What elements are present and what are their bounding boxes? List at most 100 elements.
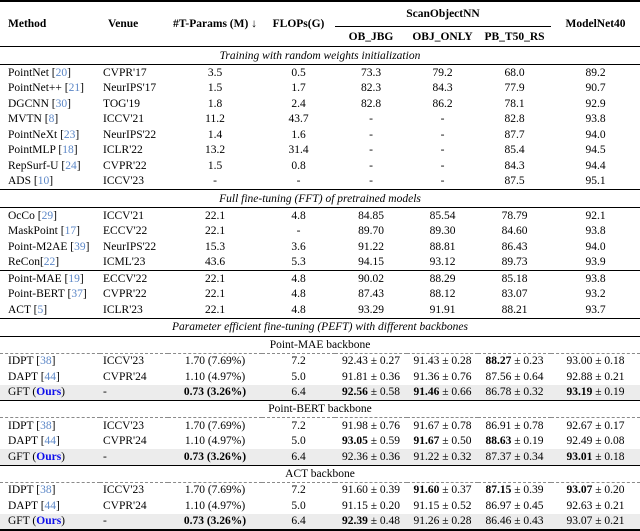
result-value: 91.67: [413, 435, 440, 448]
table-body: Training with random weights initializat…: [0, 46, 640, 530]
cell-result: 90.7: [585, 82, 606, 95]
citation-link[interactable]: 19: [68, 272, 80, 285]
cell-flops: 0.8: [291, 159, 306, 172]
citation-link[interactable]: 18: [62, 144, 74, 157]
cell-result: 86.97 ± 0.45: [485, 499, 544, 512]
cell-method: PointMLP [18]: [8, 144, 78, 157]
cell-result: 93.29: [358, 303, 384, 316]
cell-venue: ICLR'22: [103, 144, 143, 157]
cell-flops: 1.7: [291, 82, 306, 95]
citation-link[interactable]: 10: [37, 175, 50, 188]
table-row: GFT (Ours) - 0.73 (3.26%) 6.4 92.36 ± 0.36 91…: [0, 449, 640, 465]
cell-result: 89.70: [358, 225, 384, 238]
cell-flops: 5.3: [291, 256, 306, 269]
citation-link[interactable]: 29: [41, 209, 54, 222]
citation-link[interactable]: 44: [44, 499, 57, 512]
cell-result: -: [369, 144, 373, 157]
cell-result: 87.56 ± 0.64: [485, 370, 544, 383]
cell-params: 22.1: [204, 225, 226, 238]
cell-result: 86.78 ± 0.32: [485, 386, 544, 399]
cell-result: 88.81: [429, 240, 456, 253]
cell-flops: 5.0: [291, 370, 306, 383]
cell-result: 91.60 ± 0.37: [413, 484, 472, 497]
cell-venue: NeurIPS'17: [103, 82, 157, 95]
cell-params: 1.70 (7.69%): [184, 484, 246, 497]
citation-link[interactable]: 21: [68, 82, 81, 95]
citation-link[interactable]: 22: [43, 256, 56, 269]
citation-link[interactable]: 38: [40, 484, 52, 497]
cell-method: DAPT [44]: [8, 370, 60, 383]
result-value: 91.15: [341, 499, 368, 512]
col-header-obj-only: OBJ_ONLY: [412, 30, 473, 43]
cell-flops: 0.5: [291, 66, 306, 79]
result-value: 91.81: [341, 370, 368, 383]
result-value: 86.97: [485, 499, 512, 512]
cell-params: -: [213, 175, 217, 188]
cell-result: -: [440, 175, 445, 188]
cell-result: 93.8: [551, 270, 640, 287]
cell-flops: 31.4: [288, 144, 309, 157]
table-row: MVTN [8] ICCV'21 11.2 43.7 - - 82.8 93.8: [0, 112, 640, 128]
cell-result: 93.19 ± 0.19: [566, 386, 625, 399]
citation-link[interactable]: 23: [63, 128, 76, 141]
cell-flops: 7.2: [291, 419, 306, 432]
citation-link[interactable]: 5: [37, 303, 44, 316]
cell-result: 91.67 ± 0.78: [413, 419, 472, 432]
table-row: GFT (Ours) - 0.73 (3.26%) 6.4 92.56 ± 0.58 91…: [0, 384, 640, 401]
table-row: DAPT [44] CVPR'24 1.10 (4.97%) 5.0 91.15 ± 0…: [0, 498, 640, 514]
citation-link[interactable]: 37: [71, 288, 83, 301]
cell-result: 93.05 ± 0.59: [341, 435, 401, 448]
result-value: 92.63: [566, 499, 593, 512]
result-value: 91.98: [341, 419, 368, 432]
citation-link[interactable]: 38: [40, 355, 52, 368]
citation-link[interactable]: 39: [74, 240, 86, 253]
result-value: 92.88: [566, 370, 593, 383]
cell-result: 94.4: [585, 159, 606, 172]
cell-params: 1.70 (7.69%): [184, 419, 246, 432]
cell-venue: ICCV'21: [103, 113, 145, 126]
backbone-title: Point-MAE backbone: [0, 335, 640, 354]
table-row: PointNeXt [23] NeurIPS'22 1.4 1.6 - - 87.7 94.0: [0, 127, 640, 143]
table-row: PointNet++ [21] NeurIPS'17 1.5 1.7 82.3 84.3 7…: [0, 81, 640, 97]
result-value: 92.67: [566, 419, 593, 432]
cell-flops: 5.0: [291, 435, 306, 448]
cell-result: 85.54: [429, 209, 456, 222]
backbone-title: ACT backbone: [0, 464, 640, 483]
cell-method: MaskPoint [17]: [8, 225, 80, 238]
cell-venue: -: [103, 386, 107, 399]
cell-flops: 4.8: [291, 209, 306, 222]
citation-link[interactable]: 38: [40, 419, 52, 432]
result-value: 92.49: [566, 435, 593, 448]
cell-result: 91.67 ± 0.50: [413, 435, 472, 448]
citation-link[interactable]: 44: [44, 435, 57, 448]
cell-result: 73.3: [360, 66, 382, 79]
result-value: 92.39: [341, 515, 368, 528]
result-value: 91.60: [341, 484, 368, 497]
result-value: 91.46: [413, 386, 440, 399]
result-value: 91.67: [413, 419, 440, 432]
cell-result: 85.4: [504, 144, 525, 157]
result-value: 91.36: [413, 370, 440, 383]
cell-params: 1.5: [207, 82, 223, 95]
table-row: MaskPoint [17] ECCV'22 22.1 - 89.70 89.30 84.6…: [0, 224, 640, 240]
citation-link[interactable]: 30: [55, 97, 68, 110]
table-row: DAPT [44] CVPR'24 1.10 (4.97%) 5.0 91.81 ± 0…: [0, 369, 640, 385]
ours-label: Ours: [36, 450, 62, 463]
cell-params: 22.1: [168, 270, 262, 287]
citation-link[interactable]: 44: [44, 370, 57, 383]
cell-result: 93.9: [585, 256, 606, 269]
citation-link[interactable]: 20: [55, 66, 68, 79]
cell-result: 92.56 ± 0.58: [341, 386, 401, 399]
citation-link[interactable]: 24: [65, 159, 77, 172]
cell-result: 87.5: [504, 175, 525, 188]
citation-link[interactable]: 8: [48, 113, 55, 126]
citation-link[interactable]: 17: [64, 225, 77, 238]
cell-method: PointNet [20]: [8, 66, 71, 79]
backbone-title-row: Point-MAE backbone: [0, 335, 640, 354]
cell-result: 90.02: [335, 270, 407, 287]
cell-params: 15.3: [204, 240, 226, 253]
cell-params: 22.1: [204, 288, 226, 301]
cell-method: ReCon[22]: [8, 256, 60, 269]
section-title-row: Parameter efficient fine-tuning (PEFT) w…: [0, 317, 640, 337]
backbone-title-row: Point-BERT backbone: [0, 400, 640, 418]
